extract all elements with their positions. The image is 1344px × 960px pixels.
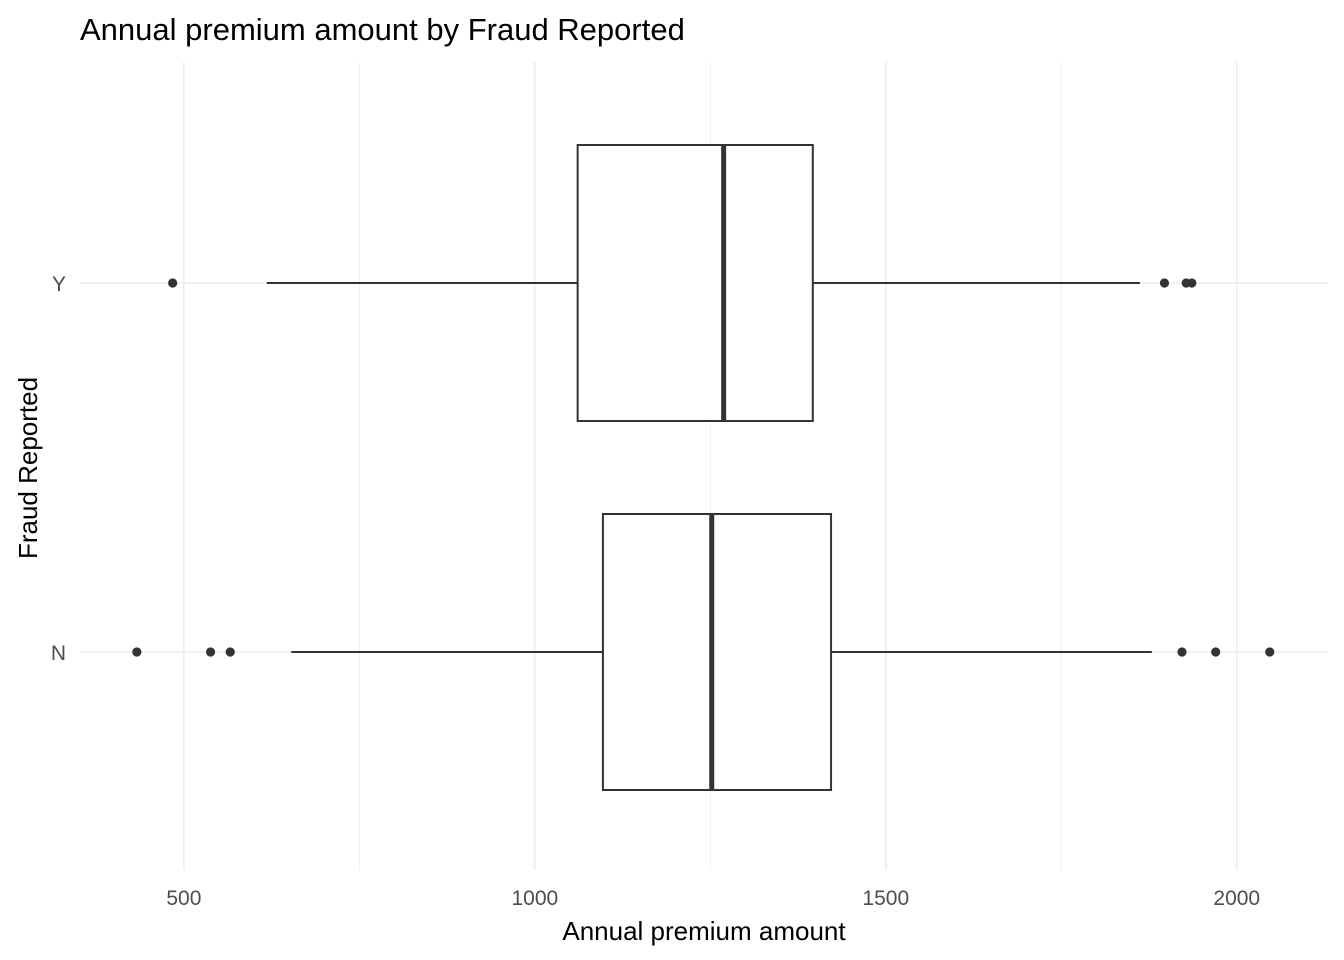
outlier-point — [168, 278, 178, 288]
outlier-point — [132, 647, 142, 657]
outlier-point — [1177, 647, 1187, 657]
outlier-point — [1187, 278, 1197, 288]
y-axis-title: Fraud Reported — [13, 377, 43, 559]
x-tick-label: 2000 — [1213, 887, 1260, 910]
x-tick-label: 1000 — [511, 887, 558, 910]
outlier-point — [225, 647, 235, 657]
outlier-point — [1159, 278, 1170, 288]
axis-ticks: 500 1000 1500 2000 N Y — [51, 273, 1260, 910]
box-y — [168, 144, 1197, 422]
y-tick-label: Y — [52, 273, 66, 296]
outlier-point — [1211, 647, 1221, 657]
boxes — [132, 144, 1275, 791]
outlier-point — [205, 647, 216, 657]
chart-title: Annual premium amount by Fraud Reported — [80, 12, 685, 47]
outlier-point — [1265, 647, 1275, 657]
y-tick-label: N — [51, 642, 66, 665]
iqr-box — [601, 513, 833, 791]
iqr-box — [576, 144, 814, 422]
x-tick-label: 500 — [166, 887, 201, 910]
box-n — [132, 513, 1275, 791]
x-tick-label: 1500 — [862, 887, 909, 910]
x-axis-title: Annual premium amount — [562, 916, 846, 946]
